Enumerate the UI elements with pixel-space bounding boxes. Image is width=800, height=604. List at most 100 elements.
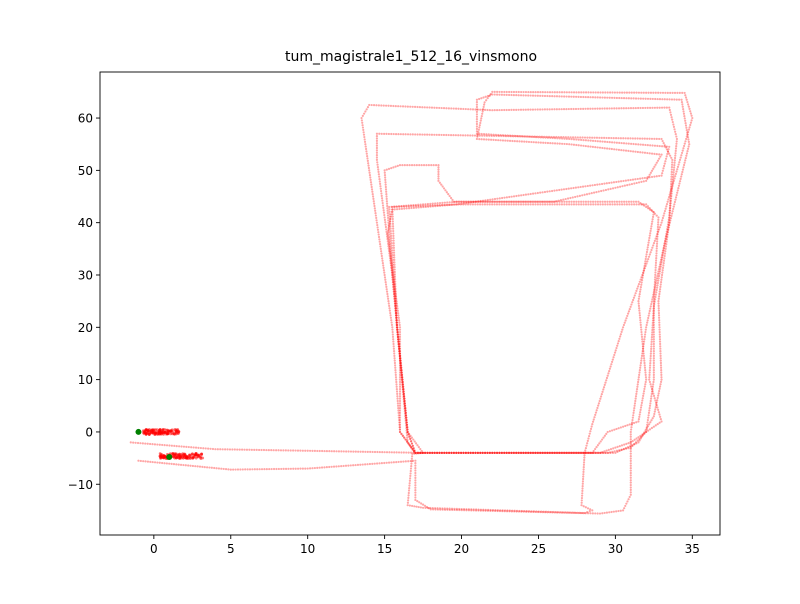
trajectory-point [394, 307, 397, 310]
trajectory-point [392, 274, 395, 277]
trajectory-point [395, 321, 398, 324]
trajectory-point [668, 221, 671, 224]
trajectory-point [419, 451, 423, 455]
trajectory-point [654, 268, 657, 272]
trajectory-point [438, 106, 441, 110]
trajectory-point [406, 430, 409, 434]
trajectory-point [658, 226, 661, 229]
trajectory-point [507, 135, 510, 138]
trajectory-point [517, 108, 520, 111]
trajectory-point [493, 200, 496, 203]
trajectory-point [392, 338, 395, 341]
trajectory-point [643, 262, 647, 265]
trajectory-point [410, 440, 413, 443]
trajectory-point [573, 511, 577, 514]
trajectory-point [525, 510, 528, 513]
trajectory-point [650, 208, 653, 212]
trajectory-point [673, 161, 676, 164]
trajectory-point [390, 262, 393, 265]
trajectory-point [527, 193, 530, 196]
trajectory-point [170, 444, 173, 447]
trajectory-point [410, 460, 413, 463]
trajectory-point [672, 123, 675, 126]
trajectory-point [420, 164, 423, 167]
trajectory-point [567, 187, 570, 190]
trajectory-point [397, 205, 400, 208]
trajectory-point [641, 434, 644, 437]
trajectory-point [400, 366, 403, 369]
trajectory-point [590, 192, 593, 195]
trajectory-point [551, 511, 554, 514]
trajectory-point [449, 134, 453, 137]
trajectory-point [447, 451, 451, 454]
trajectory-point [498, 451, 501, 454]
trajectory-point [644, 260, 647, 263]
trajectory-point [662, 264, 665, 267]
trajectory-point [486, 451, 489, 454]
trajectory-point [548, 108, 551, 111]
trajectory-point [658, 288, 662, 291]
trajectory-point [163, 431, 167, 434]
trajectory-point [654, 259, 658, 262]
trajectory-point [663, 209, 667, 213]
trajectory-point [406, 430, 409, 434]
trajectory-point [680, 100, 684, 104]
trajectory-point [496, 200, 499, 203]
trajectory-point [415, 505, 418, 508]
trajectory-point [373, 204, 376, 208]
trajectory-point [478, 200, 482, 203]
trajectory-point [649, 352, 652, 355]
trajectory-point [585, 451, 588, 454]
trajectory-point [638, 314, 641, 317]
trajectory-point [672, 171, 675, 174]
trajectory-point [420, 449, 423, 453]
trajectory-point [581, 492, 584, 495]
trajectory-point [657, 230, 660, 233]
trajectory-point [663, 106, 666, 109]
trajectory-point [404, 422, 408, 425]
trajectory-point [485, 134, 489, 137]
trajectory-point [660, 221, 663, 224]
trajectory-point [513, 510, 516, 513]
trajectory-point [629, 454, 632, 458]
trajectory-point [670, 180, 673, 183]
trajectory-point [384, 283, 388, 286]
trajectory-point [608, 181, 611, 185]
trajectory-point [466, 134, 469, 137]
trajectory-point [512, 203, 515, 206]
trajectory-point [372, 104, 376, 107]
trajectory-point [661, 139, 664, 143]
trajectory-point [459, 451, 463, 454]
trajectory-point [385, 104, 388, 107]
trajectory-point [378, 177, 381, 181]
trajectory-point [423, 451, 427, 454]
trajectory-point [163, 444, 166, 447]
trajectory-point [393, 361, 397, 365]
trajectory-point [391, 208, 394, 211]
trajectory-point [409, 477, 412, 480]
trajectory-point [406, 441, 409, 444]
trajectory-point [673, 203, 676, 206]
y-tick-label: 0 [85, 425, 93, 439]
trajectory-point [575, 203, 578, 206]
trajectory-point [166, 432, 170, 436]
trajectory-point [583, 136, 587, 139]
trajectory-point [525, 135, 528, 138]
trajectory-point [407, 433, 410, 436]
trajectory-point [407, 494, 410, 497]
trajectory-point [486, 108, 489, 112]
trajectory-point [421, 451, 425, 454]
trajectory-point [399, 364, 402, 367]
trajectory-point [398, 359, 402, 362]
trajectory-point [390, 262, 393, 265]
trajectory-point [394, 299, 397, 302]
trajectory-point [637, 282, 641, 286]
trajectory-point [657, 304, 660, 307]
trajectory-point [194, 452, 198, 456]
trajectory-point [400, 371, 403, 375]
trajectory-point [600, 136, 603, 139]
trajectory-point [406, 436, 409, 439]
trajectory-point [610, 107, 613, 110]
trajectory-point [605, 136, 608, 140]
trajectory-point [446, 204, 449, 207]
